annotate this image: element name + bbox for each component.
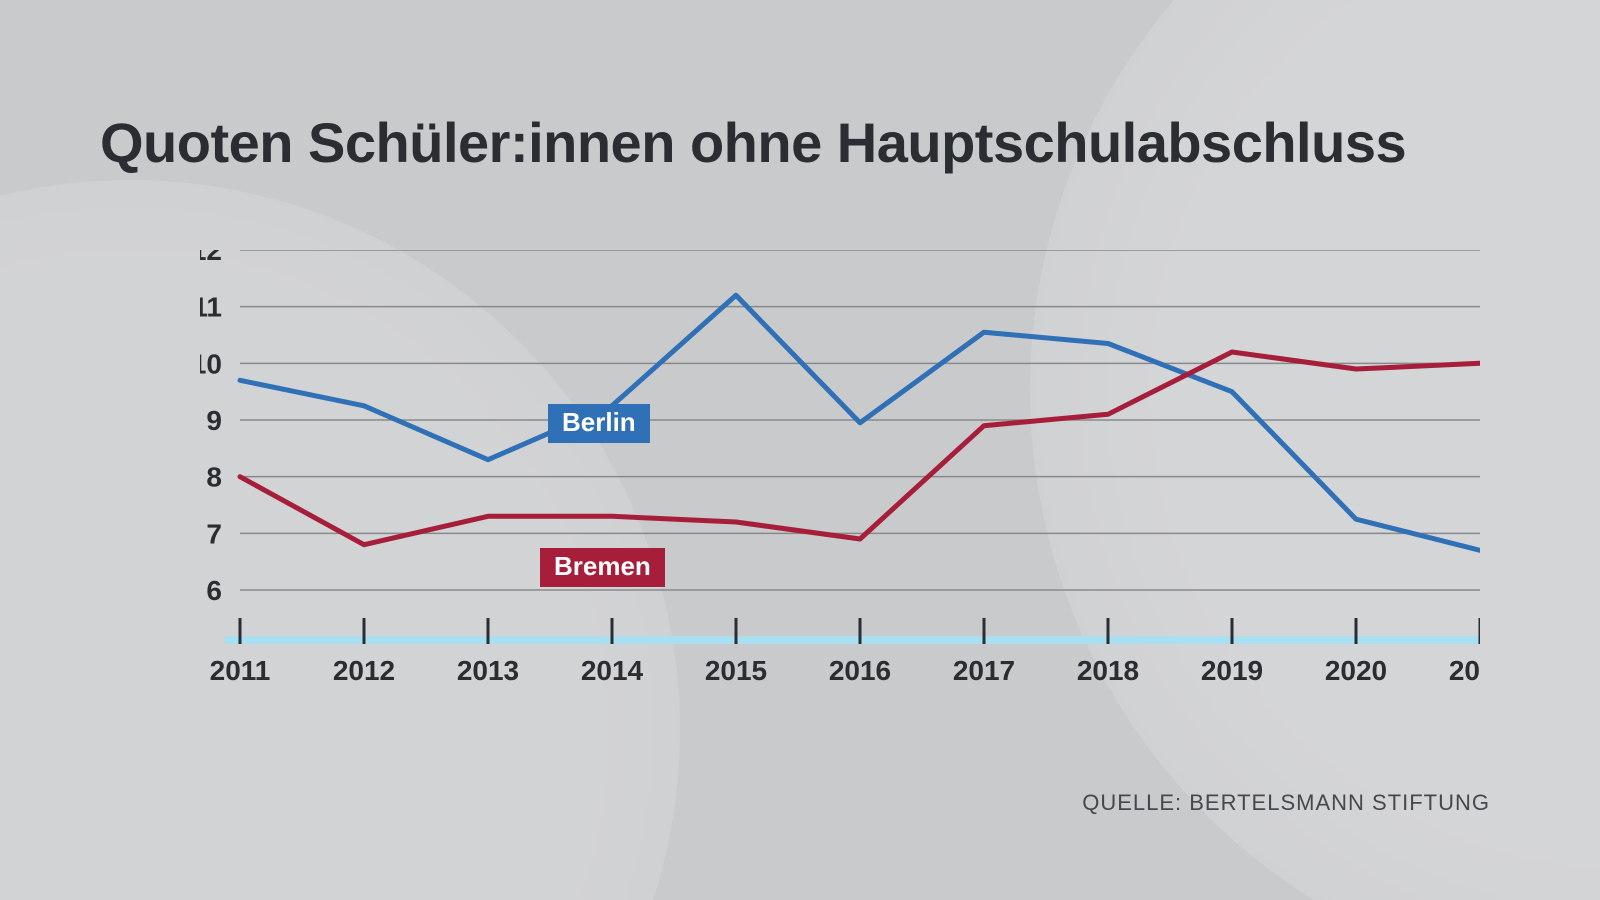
xtick-label: 2021 (1449, 655, 1480, 686)
xtick-label: 2018 (1077, 655, 1139, 686)
ytick-label: 6 (206, 575, 222, 606)
ytick-label: 8 (206, 462, 222, 493)
xtick-label: 2017 (953, 655, 1015, 686)
series-line-berlin (240, 295, 1480, 550)
ytick-label: 10 (200, 348, 222, 379)
xtick-label: 2015 (705, 655, 767, 686)
line-chart: 6 7 8 9 10 11 12 2011 2012 2013 2014 2015 2016 2017 20… (200, 250, 1480, 690)
xtick-label: 2011 (210, 655, 271, 686)
xtick-label: 2013 (457, 655, 519, 686)
xtick-label: 2020 (1325, 655, 1387, 686)
ytick-label: 12 (200, 250, 222, 266)
chart-title: Quoten Schüler:innen ohne Hauptschulabsc… (100, 110, 1406, 175)
source-label: QUELLE: BERTELSMANN STIFTUNG (1082, 790, 1490, 816)
xtick-label: 2016 (829, 655, 891, 686)
ytick-label: 9 (206, 405, 222, 436)
ytick-label: 11 (200, 292, 222, 323)
series-label-berlin: Berlin (548, 404, 650, 443)
xtick-label: 2012 (333, 655, 395, 686)
series-line-bremen (240, 352, 1480, 545)
xtick-label: 2019 (1201, 655, 1263, 686)
xtick-label: 2014 (581, 655, 644, 686)
series-label-bremen: Bremen (540, 548, 665, 587)
content: Quoten Schüler:innen ohne Hauptschulabsc… (0, 0, 1600, 900)
ytick-label: 7 (206, 518, 222, 549)
